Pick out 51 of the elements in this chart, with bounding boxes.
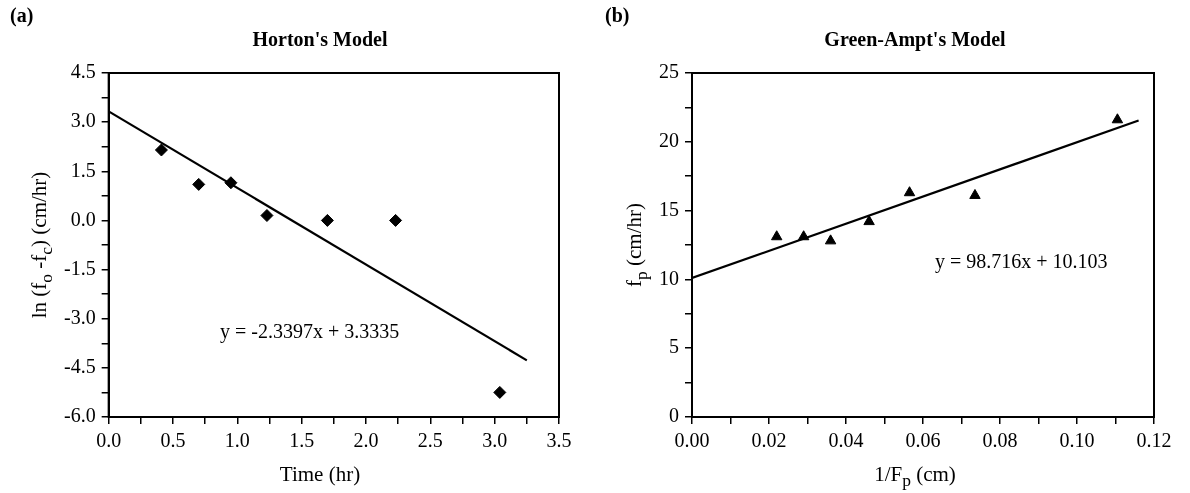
- point: [797, 230, 810, 241]
- point: [771, 230, 783, 241]
- point: [192, 177, 206, 191]
- y-tick-label: 25: [659, 60, 679, 83]
- point: [1111, 113, 1124, 124]
- y-tick-label: -3.0: [63, 305, 96, 328]
- x-tick-label: 0.08: [982, 429, 1018, 452]
- y-tick-label: -6.0: [63, 404, 96, 427]
- x-tick-label: 0.0: [96, 429, 122, 452]
- y-tick-label: 15: [659, 197, 679, 220]
- y-tick-label: 10: [659, 266, 679, 289]
- x-tick-label: 2.0: [353, 429, 379, 452]
- text: (a): [10, 4, 34, 27]
- x-tick-label: 0.06: [905, 429, 941, 452]
- chart-title: Green-Ampt's Model: [823, 28, 1007, 51]
- x-tick-label: 0.5: [160, 429, 186, 452]
- point: [903, 186, 916, 197]
- x-tick-label: 1.5: [289, 429, 315, 452]
- text: (b): [605, 4, 630, 27]
- x-tick-label: 2.5: [417, 429, 443, 452]
- y-tick-label: 5: [669, 335, 679, 358]
- x-tick-label: 0.04: [828, 429, 864, 452]
- x-axis-title: Time (hr): [278, 462, 362, 487]
- point: [493, 385, 507, 399]
- x-tick-label: 0.12: [1136, 429, 1172, 452]
- x-tick-label: 3.0: [482, 429, 508, 452]
- y-tick-label: -4.5: [63, 355, 96, 378]
- x-tick-label: 0.02: [751, 429, 787, 452]
- point: [224, 176, 238, 190]
- y-tick-label: 3.0: [70, 109, 96, 132]
- y-tick-label: -1.5: [63, 256, 96, 279]
- point: [154, 143, 168, 157]
- y-tick-label: 0.0: [70, 207, 96, 230]
- x-tick-label: 0.10: [1059, 429, 1095, 452]
- x-tick-label: 3.5: [546, 429, 572, 452]
- point: [320, 213, 334, 227]
- y-tick-label: 0: [669, 404, 679, 427]
- y-tick-label: 4.5: [70, 60, 96, 83]
- chart-title: Horton's Model: [251, 28, 389, 51]
- point: [863, 215, 875, 226]
- x-tick-label: 1.0: [224, 429, 250, 452]
- annotation: y = -2.3397x + 3.3335: [220, 320, 400, 343]
- x-tick-label: 0.00: [674, 429, 710, 452]
- annotation: y = 98.716x + 10.103: [935, 250, 1108, 273]
- y-tick-label: 20: [659, 129, 679, 152]
- x-axis-title: 1/F$_{p}$ (cm): [873, 462, 957, 492]
- point: [260, 209, 274, 223]
- y-tick-label: 1.5: [70, 158, 96, 181]
- point: [824, 234, 837, 245]
- point: [389, 213, 403, 227]
- point: [969, 188, 981, 199]
